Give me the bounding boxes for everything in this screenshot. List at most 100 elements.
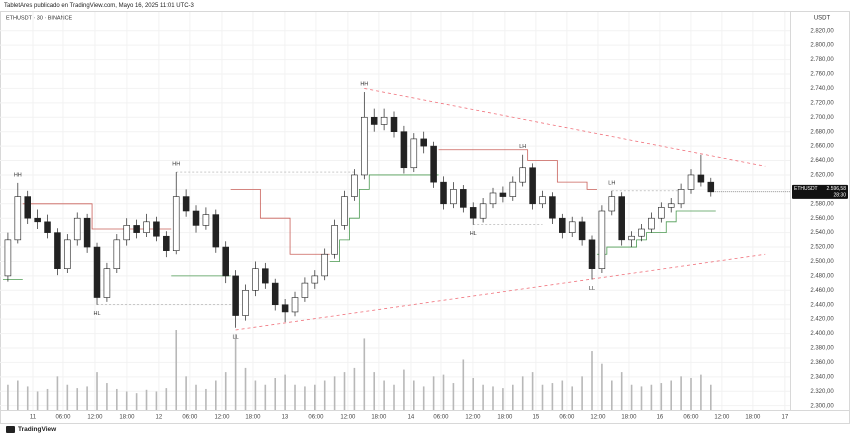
x-tick-label: 18:00 [371, 415, 387, 421]
candle-body [400, 131, 408, 169]
volume-bar [710, 384, 712, 410]
volume-bar [116, 388, 118, 410]
volume-bar [462, 359, 465, 410]
candle-body [331, 225, 338, 255]
candle-body [153, 221, 160, 237]
y-tick-label: 2.560,00 [810, 216, 834, 222]
header: TabletAres publicado en TradingView.com,… [4, 3, 195, 9]
candle-body [73, 217, 81, 241]
footer-logo: TradingView [18, 426, 57, 433]
x-tick-label: 14 [408, 415, 415, 421]
volume-bar [155, 391, 158, 410]
volume-bar [304, 386, 306, 410]
last-price-symbol: ETHUSDT [794, 186, 818, 192]
candle-body [549, 196, 556, 219]
x-tick-label: 11 [30, 415, 37, 421]
volume-bar [7, 384, 9, 410]
y-tick-label: 2.420,00 [810, 317, 834, 323]
volume-bar [234, 334, 237, 410]
volume-bar [26, 386, 29, 410]
volume-bar [125, 391, 128, 410]
candle-body [163, 235, 170, 251]
x-tick-label: 12:00 [465, 415, 481, 421]
volume-bar [274, 378, 277, 410]
volume-bar [264, 384, 267, 410]
x-tick-label: 06:00 [308, 415, 324, 421]
volume-bar [185, 376, 187, 410]
x-tick-label: 06:00 [683, 415, 699, 421]
volume-bar [17, 380, 19, 410]
candle-body [667, 203, 675, 208]
candle-body [499, 192, 507, 197]
y-tick-label: 2.500,00 [810, 259, 834, 265]
volume-bar [541, 384, 544, 410]
candle-body [281, 304, 289, 313]
swing-label: HH [14, 172, 22, 178]
volume-bar [512, 384, 514, 410]
y-tick-label: 2.760,00 [810, 72, 834, 78]
volume-bar [36, 391, 39, 410]
candle-body [34, 217, 41, 223]
x-tick-label: 06:00 [559, 415, 575, 421]
y-tick-label: 2.460,00 [810, 288, 834, 294]
currency: USDT [814, 16, 831, 22]
volume-bar [314, 384, 316, 410]
y-tick-label: 2.800,00 [810, 43, 834, 49]
swing-label: LH [519, 144, 526, 150]
y-tick-label: 2.680,00 [810, 129, 834, 135]
countdown: 28:30 [833, 193, 846, 199]
x-tick-label: 12:00 [590, 415, 606, 421]
y-tick-label: 2.740,00 [810, 86, 834, 92]
chart-title: ETHUSDT · 30 · BINANCE [6, 15, 73, 21]
candle-body [479, 203, 487, 219]
candle-body [677, 189, 685, 205]
volume-bar [96, 372, 98, 410]
last-price-label: 2.596,58 [827, 186, 847, 192]
y-tick-label: 2.480,00 [810, 273, 834, 279]
volume-bar [333, 376, 336, 410]
candle-body [420, 138, 427, 147]
candle-body [202, 214, 210, 226]
volume-bar [521, 376, 524, 410]
candle-body [113, 239, 121, 269]
candle-body [489, 192, 497, 205]
candle-body [321, 253, 328, 277]
volume-bar [373, 372, 376, 410]
candle-body [103, 268, 111, 298]
y-tick-label: 2.520,00 [810, 245, 834, 251]
last-price-tag [792, 184, 848, 199]
y-tick-label: 2.580,00 [810, 201, 834, 207]
swing-label: LH [608, 180, 615, 186]
y-tick-label: 2.660,00 [810, 144, 834, 150]
volume-bar [215, 380, 217, 410]
volume-bar [591, 351, 593, 410]
candle-body [598, 210, 606, 269]
volume-bar [244, 367, 247, 410]
volume-bar [581, 376, 583, 410]
candle-body [618, 196, 625, 241]
volume-bar [432, 376, 435, 410]
x-tick-label: 18:00 [497, 415, 513, 421]
x-tick-label: 13 [282, 415, 289, 421]
candle-body [133, 225, 140, 233]
volume-bar [135, 393, 138, 410]
volume-bar [482, 384, 484, 410]
volume-bar [551, 383, 554, 410]
candle-body [568, 221, 576, 233]
swing-label: HL [470, 231, 477, 237]
x-tick-label: 18:00 [119, 415, 135, 421]
candle-body [361, 116, 368, 176]
volume-bar [502, 388, 504, 410]
volume-bar [294, 384, 296, 410]
volume-bar [690, 378, 692, 410]
volume-bar [630, 384, 633, 410]
x-tick-label: 06:00 [182, 415, 198, 421]
candle-body [291, 297, 299, 313]
candle-body [697, 174, 705, 183]
volume-bar [165, 388, 168, 410]
volume-bar [363, 338, 366, 410]
y-tick-label: 2.780,00 [810, 57, 834, 63]
volume-bar [254, 380, 257, 410]
volume-bar [531, 372, 534, 410]
volume-bar [571, 386, 574, 410]
